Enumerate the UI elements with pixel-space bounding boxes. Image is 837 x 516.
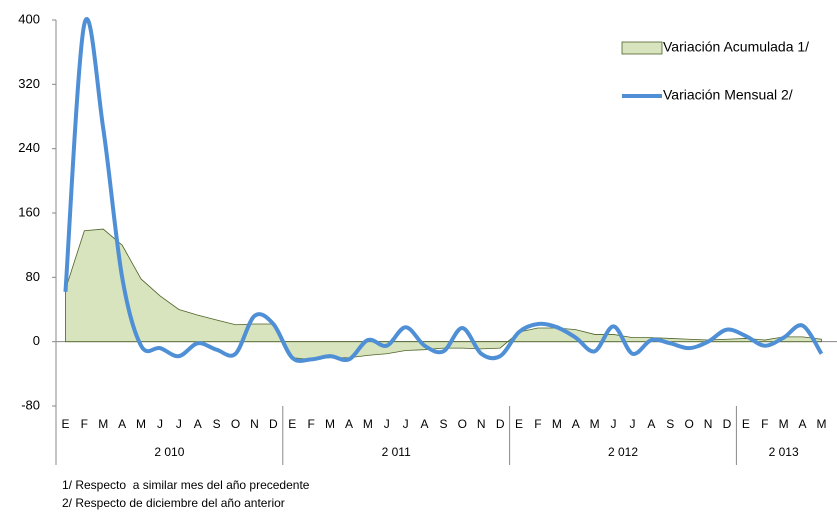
x-tick-label: A [345, 417, 353, 431]
line [63, 17, 824, 363]
x-tick-label: J [157, 417, 163, 431]
x-tick-label: A [194, 417, 202, 431]
x-tick-label: F [307, 417, 314, 431]
x-tick-label: A [572, 417, 580, 431]
x-tick-label: M [816, 417, 826, 431]
x-tick-label: M [552, 417, 562, 431]
x-tick-label: M [136, 417, 146, 431]
x-tick-label: E [515, 417, 523, 431]
x-tick-label: O [684, 417, 693, 431]
y-tick-label: 0 [33, 333, 40, 348]
x-tick-label: A [421, 417, 429, 431]
x-tick-label: F [81, 417, 88, 431]
x-tick-label: A [118, 417, 126, 431]
x-tick-label: J [403, 417, 409, 431]
x-tick-label: J [176, 417, 182, 431]
x-tick-label: M [363, 417, 373, 431]
y-tick-label: 80 [26, 269, 40, 284]
x-tick-label: E [288, 417, 296, 431]
x-tick-label: A [799, 417, 807, 431]
x-tick-label: M [325, 417, 335, 431]
year-label: 2 012 [608, 445, 638, 459]
x-tick-label: N [704, 417, 713, 431]
x-tick-label: D [496, 417, 505, 431]
x-tick-label: J [611, 417, 617, 431]
x-tick-label: J [384, 417, 390, 431]
x-tick-label: M [590, 417, 600, 431]
legend-label: Variación Mensual 2/ [663, 87, 793, 103]
legend-label: Variación Acumulada 1/ [663, 39, 809, 55]
x-tick-label: S [213, 417, 221, 431]
y-tick-label: 240 [18, 140, 40, 155]
year-label: 2 013 [769, 445, 799, 459]
x-tick-label: S [439, 417, 447, 431]
x-tick-label: N [250, 417, 259, 431]
x-tick-label: A [647, 417, 655, 431]
footnote: 2/ Respecto de diciembre del año anterio… [62, 496, 285, 510]
x-tick-label: E [742, 417, 750, 431]
year-label: 2 011 [382, 445, 411, 459]
x-tick-label: S [666, 417, 674, 431]
x-tick-label: E [61, 417, 69, 431]
x-tick-label: D [269, 417, 278, 431]
year-label: 2 010 [154, 445, 184, 459]
area [65, 228, 822, 360]
x-tick-label: N [477, 417, 486, 431]
x-tick-label: O [458, 417, 467, 431]
y-tick-label: -80 [21, 397, 40, 412]
x-tick-label: D [723, 417, 732, 431]
x-tick-label: O [231, 417, 240, 431]
y-tick-label: 320 [18, 76, 40, 91]
y-tick-label: 400 [18, 11, 40, 26]
x-tick-label: F [761, 417, 768, 431]
footnote: 1/ Respecto a similar mes del año preced… [62, 478, 310, 492]
y-tick-label: 160 [18, 204, 40, 219]
legend-swatch [621, 41, 663, 55]
x-tick-label: F [534, 417, 541, 431]
x-tick-label: M [98, 417, 108, 431]
x-tick-label: M [779, 417, 789, 431]
x-tick-label: J [629, 417, 635, 431]
